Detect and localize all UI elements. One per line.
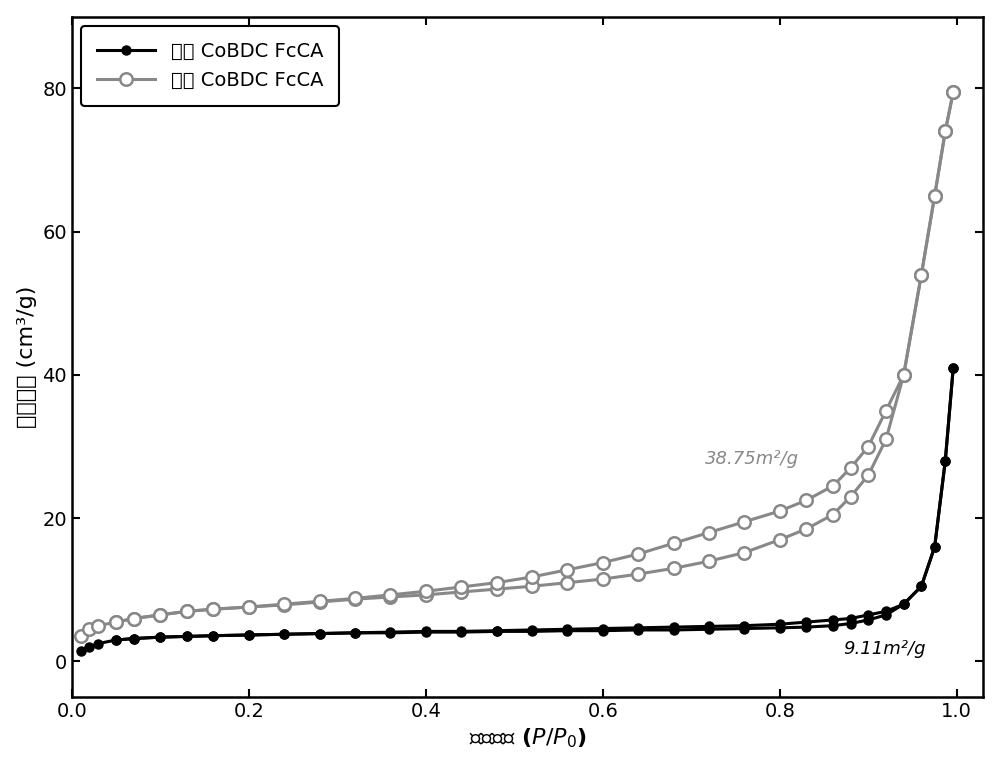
超薄 CoBDC FcCA	[243, 602, 255, 611]
块状 CoBDC FcCA	[800, 623, 812, 632]
块状 CoBDC FcCA	[862, 615, 874, 624]
块状 CoBDC FcCA	[384, 628, 396, 637]
超薄 CoBDC FcCA	[181, 607, 193, 616]
Text: 9.11m²/g: 9.11m²/g	[843, 640, 926, 658]
超薄 CoBDC FcCA	[880, 435, 892, 444]
块状 CoBDC FcCA	[110, 635, 122, 644]
超薄 CoBDC FcCA	[668, 564, 680, 573]
超薄 CoBDC FcCA	[110, 617, 122, 627]
超薄 CoBDC FcCA	[207, 604, 219, 614]
Text: 38.75m²/g: 38.75m²/g	[705, 450, 799, 469]
Y-axis label: 吸附体积 (cm³/g): 吸附体积 (cm³/g)	[17, 286, 37, 428]
超薄 CoBDC FcCA	[845, 492, 857, 502]
块状 CoBDC FcCA	[491, 627, 503, 636]
超薄 CoBDC FcCA	[561, 578, 573, 588]
超薄 CoBDC FcCA	[92, 621, 104, 630]
块状 CoBDC FcCA	[880, 611, 892, 620]
块状 CoBDC FcCA	[597, 626, 609, 635]
块状 CoBDC FcCA	[845, 619, 857, 628]
块状 CoBDC FcCA	[561, 626, 573, 635]
Legend: 块状 CoBDC FcCA, 超薄 CoBDC FcCA: 块状 CoBDC FcCA, 超薄 CoBDC FcCA	[81, 26, 339, 106]
超薄 CoBDC FcCA	[939, 127, 951, 136]
块状 CoBDC FcCA	[243, 630, 255, 640]
超薄 CoBDC FcCA	[455, 588, 467, 597]
Line: 块状 CoBDC FcCA: 块状 CoBDC FcCA	[76, 364, 958, 655]
X-axis label: 相对强度 ($\mathit{P/P_0}$): 相对强度 ($\mathit{P/P_0}$)	[469, 727, 587, 750]
块状 CoBDC FcCA	[92, 639, 104, 648]
块状 CoBDC FcCA	[128, 634, 140, 644]
超薄 CoBDC FcCA	[154, 611, 166, 620]
块状 CoBDC FcCA	[939, 456, 951, 466]
超薄 CoBDC FcCA	[915, 270, 927, 279]
块状 CoBDC FcCA	[455, 627, 467, 637]
块状 CoBDC FcCA	[898, 600, 910, 609]
超薄 CoBDC FcCA	[929, 191, 941, 200]
超薄 CoBDC FcCA	[83, 624, 95, 634]
超薄 CoBDC FcCA	[491, 584, 503, 594]
超薄 CoBDC FcCA	[774, 535, 786, 545]
Line: 超薄 CoBDC FcCA: 超薄 CoBDC FcCA	[74, 86, 959, 643]
块状 CoBDC FcCA	[929, 542, 941, 551]
超薄 CoBDC FcCA	[898, 370, 910, 380]
超薄 CoBDC FcCA	[349, 594, 361, 604]
超薄 CoBDC FcCA	[632, 569, 644, 578]
超薄 CoBDC FcCA	[947, 87, 959, 97]
超薄 CoBDC FcCA	[597, 574, 609, 584]
超薄 CoBDC FcCA	[314, 597, 326, 607]
块状 CoBDC FcCA	[915, 581, 927, 591]
超薄 CoBDC FcCA	[526, 581, 538, 591]
超薄 CoBDC FcCA	[703, 557, 715, 566]
块状 CoBDC FcCA	[738, 624, 750, 633]
超薄 CoBDC FcCA	[800, 525, 812, 534]
块状 CoBDC FcCA	[154, 633, 166, 642]
超薄 CoBDC FcCA	[278, 601, 290, 610]
超薄 CoBDC FcCA	[420, 591, 432, 600]
块状 CoBDC FcCA	[827, 621, 839, 630]
超薄 CoBDC FcCA	[384, 592, 396, 601]
块状 CoBDC FcCA	[314, 629, 326, 638]
超薄 CoBDC FcCA	[738, 548, 750, 557]
块状 CoBDC FcCA	[420, 627, 432, 637]
块状 CoBDC FcCA	[703, 624, 715, 634]
块状 CoBDC FcCA	[774, 624, 786, 633]
块状 CoBDC FcCA	[947, 363, 959, 372]
超薄 CoBDC FcCA	[827, 510, 839, 519]
块状 CoBDC FcCA	[278, 630, 290, 639]
块状 CoBDC FcCA	[349, 628, 361, 637]
块状 CoBDC FcCA	[75, 646, 87, 655]
块状 CoBDC FcCA	[207, 631, 219, 640]
超薄 CoBDC FcCA	[128, 614, 140, 623]
块状 CoBDC FcCA	[668, 625, 680, 634]
超薄 CoBDC FcCA	[862, 471, 874, 480]
块状 CoBDC FcCA	[632, 625, 644, 634]
超薄 CoBDC FcCA	[75, 632, 87, 641]
块状 CoBDC FcCA	[83, 643, 95, 652]
块状 CoBDC FcCA	[526, 627, 538, 636]
块状 CoBDC FcCA	[181, 632, 193, 641]
